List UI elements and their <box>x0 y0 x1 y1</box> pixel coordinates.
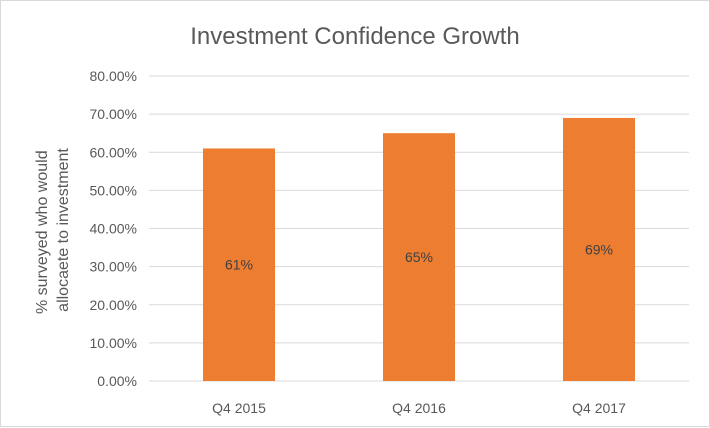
bar <box>203 148 275 381</box>
y-tick-label: 20.00% <box>90 297 137 313</box>
bar <box>563 117 635 381</box>
y-axis-ticks: 0.00% 10.00% 20.00% 30.00% 40.00% 50.00% 60.00… <box>90 68 137 389</box>
y-tick-label: 0.00% <box>97 373 137 389</box>
y-tick-label: 80.00% <box>90 68 137 84</box>
y-tick-label: 50.00% <box>90 182 137 198</box>
y-tick-label: 60.00% <box>90 144 137 160</box>
y-tick-label: 30.00% <box>90 259 137 275</box>
y-axis-label-line-2: allocaete to investment <box>55 148 72 312</box>
data-label: 61% <box>225 257 253 273</box>
bars <box>203 117 635 381</box>
x-axis-ticks: Q4 2015 Q4 2016 Q4 2017 <box>212 400 626 416</box>
data-label: 65% <box>405 249 433 265</box>
chart-title: Investment Confidence Growth <box>190 23 520 50</box>
y-tick-label: 10.00% <box>90 335 137 351</box>
y-axis-label: % surveyed who would allocaete to invest… <box>34 146 72 314</box>
data-label: 69% <box>585 241 613 257</box>
y-tick-label: 70.00% <box>90 106 137 122</box>
x-tick-label: Q4 2017 <box>572 400 626 416</box>
bar <box>383 133 455 381</box>
y-axis-label-line-1: % surveyed who would <box>34 150 51 314</box>
x-tick-label: Q4 2016 <box>392 400 446 416</box>
data-labels: 61% 65% 69% <box>225 241 613 272</box>
y-tick-label: 40.00% <box>90 221 137 237</box>
x-tick-label: Q4 2015 <box>212 400 266 416</box>
